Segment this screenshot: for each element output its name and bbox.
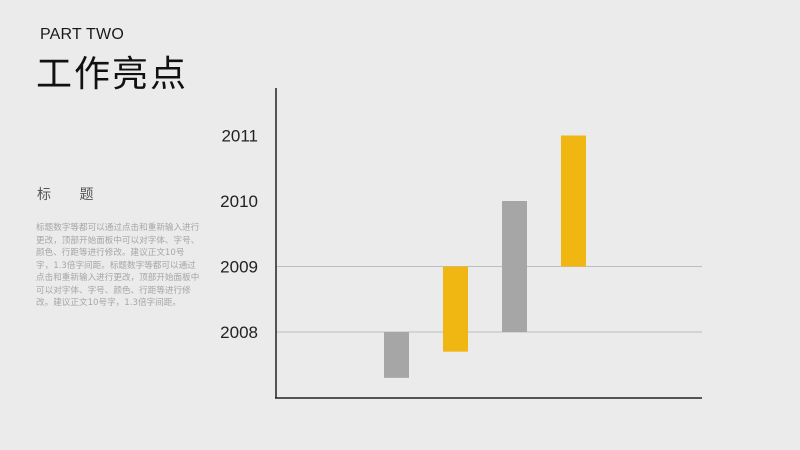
bar-0: [384, 332, 409, 378]
subheading: 标 题: [37, 187, 106, 203]
y-tick-label-2011: 2011: [221, 127, 258, 146]
bar-1: [443, 266, 468, 352]
section-label: PART TWO: [40, 26, 124, 43]
page-title: 工作亮点: [36, 54, 189, 95]
y-tick-label-2008: 2008: [220, 323, 258, 342]
gridlines: [276, 266, 702, 333]
y-tick-labels: 2008 2009 2010 2011: [220, 127, 258, 343]
bar-3: [561, 135, 586, 267]
body-text: 标题数字等都可以通过点击和重新输入进行更改，顶部开始面板中可以对字体、字号、颜色…: [36, 223, 200, 308]
bars: [384, 135, 586, 378]
y-tick-label-2010: 2010: [220, 192, 258, 211]
y-tick-label-2009: 2009: [220, 258, 258, 277]
bar-2: [502, 201, 527, 332]
